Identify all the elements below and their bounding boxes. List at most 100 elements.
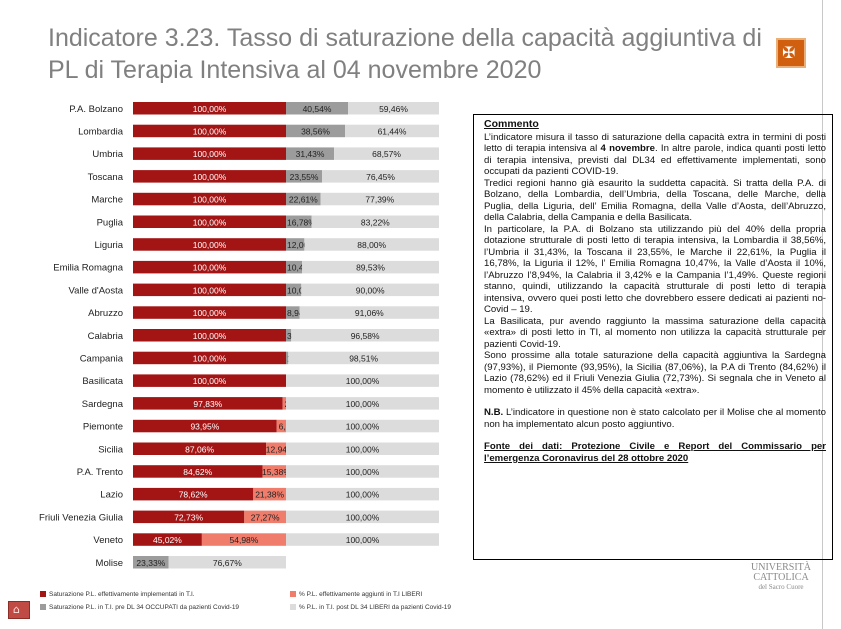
data-label: 100,00% (193, 331, 227, 341)
category-label: Campania (80, 353, 124, 364)
category-label: Friuli Venezia Giulia (39, 512, 124, 523)
data-label: 100,00% (346, 444, 380, 454)
comment-paragraph-4: La Basilicata, pur avendo raggiunto la m… (484, 315, 826, 350)
data-label: 8,94% (287, 308, 312, 318)
data-label: 100,00% (346, 467, 380, 477)
category-label: Lombardia (78, 126, 124, 137)
bar-segment (286, 329, 292, 342)
data-label: 90,00% (356, 285, 385, 295)
data-label: 59,46% (379, 104, 408, 114)
category-label: Lazio (100, 490, 123, 501)
data-label: 100,00% (346, 376, 380, 386)
bar-segment (345, 124, 439, 138)
data-label: 23,33% (136, 558, 165, 568)
title-line-1: Indicatore 3.23. Tasso di saturazione de… (48, 24, 762, 52)
data-label: 21,38% (255, 490, 284, 500)
bar-segment (133, 329, 286, 342)
category-label: Basilicata (82, 376, 123, 387)
bar-segment (322, 170, 439, 183)
home-button[interactable]: ⌂ (8, 601, 30, 619)
category-label: Toscana (88, 172, 124, 183)
data-label: 100,00% (193, 240, 227, 250)
category-label: Emilia Romagna (53, 263, 123, 274)
data-label: 88,00% (357, 240, 386, 250)
data-label: 23,55% (290, 172, 319, 182)
legend-label-4: % P.L. in T.I. post DL 34 LIBERI da pazi… (299, 604, 451, 611)
bar-segment (286, 124, 345, 138)
bar-segment (133, 397, 283, 410)
bar-segment (286, 374, 439, 387)
bar-segment (133, 442, 267, 455)
bar-segment (286, 419, 439, 433)
category-label: Sardegna (82, 399, 124, 410)
bar-segment (320, 192, 439, 206)
bar-segment (286, 215, 312, 228)
university-wordmark: UNIVERSITÀ CATTOLICA del Sacro Cuore (748, 563, 814, 592)
data-label: 76,67% (213, 558, 242, 568)
page-title: Indicatore 3.23. Tasso di saturazione de… (48, 22, 768, 86)
bar-segment (133, 556, 169, 569)
legend-item-3: Saturazione P.L. in T.I. pre DL 34 OCCUP… (40, 604, 239, 611)
bar-segment (286, 238, 305, 251)
bar-segment (133, 147, 286, 160)
comment-box: Commento L’indicatore misura il tasso di… (473, 114, 833, 560)
data-label: 100,00% (193, 376, 227, 386)
comment-paragraph-1: L’indicatore misura il tasso di saturazi… (484, 132, 826, 178)
bar-segment (302, 260, 439, 274)
data-label: 100,00% (346, 535, 380, 545)
bar-segment (133, 306, 286, 319)
bar-segment (291, 329, 439, 342)
legend-label-2: % P.L. effettivamente aggiunti in T.I LI… (299, 591, 423, 598)
legend-swatch-gray (40, 604, 46, 611)
data-label: 97,83% (193, 399, 222, 409)
data-label: 100,00% (193, 308, 227, 318)
category-label: Molise (96, 558, 123, 569)
bar-segment (133, 533, 202, 546)
bar-segment (133, 487, 254, 501)
comment-heading: Commento (484, 118, 539, 130)
bar-segment (299, 306, 439, 319)
data-label: 31,43% (296, 149, 325, 159)
comment-source: Fonte dei dati: Protezione Civile e Repo… (484, 441, 826, 464)
data-label: 83,22% (361, 217, 390, 227)
bar-segment (133, 124, 286, 138)
data-label: 100,00% (193, 217, 227, 227)
data-label: 93,95% (190, 422, 219, 432)
bar-segment (286, 487, 439, 501)
data-label: 15,38% (262, 467, 291, 477)
home-icon: ⌂ (13, 603, 20, 616)
data-label: 100,00% (193, 195, 227, 205)
data-label: 100,00% (193, 263, 227, 273)
category-label: P.A. Trento (77, 467, 123, 478)
comment-p1-b: . In altre parole, indica quanti posti l… (484, 143, 827, 177)
category-label: Marche (91, 195, 123, 206)
data-label: 87,06% (185, 444, 214, 454)
data-label: 72,73% (174, 512, 203, 522)
bar-segment (133, 170, 286, 183)
bar-segment (286, 533, 439, 546)
bar-segment (286, 283, 302, 297)
bar-segment (334, 147, 439, 160)
data-label: 10,47% (287, 263, 316, 273)
category-label: Puglia (97, 217, 124, 228)
bar-segment (133, 260, 286, 274)
bar-segment (133, 351, 286, 365)
university-line-3: del Sacro Cuore (758, 583, 804, 591)
category-label: Calabria (88, 331, 124, 342)
data-label: 45,02% (153, 535, 182, 545)
bar-segment (133, 215, 286, 228)
bar-segment (286, 170, 323, 183)
data-label: 27,27% (251, 512, 280, 522)
comment-paragraph-2: Tredici regioni hanno già esaurito la su… (484, 177, 826, 224)
category-label: Veneto (93, 535, 123, 546)
bar-segment (133, 283, 286, 297)
data-label: 68,57% (372, 149, 401, 159)
data-label: 100,00% (193, 172, 227, 182)
legend-label-1: Saturazione P.L. effettivamente implemen… (49, 591, 195, 598)
bar-segment (244, 510, 286, 524)
comment-p1-date: 4 novembre (600, 143, 655, 154)
category-label: Valle d'Aosta (69, 285, 124, 296)
bar-segment (286, 260, 303, 274)
data-label: 84,62% (183, 467, 212, 477)
data-label: 78,62% (179, 490, 208, 500)
